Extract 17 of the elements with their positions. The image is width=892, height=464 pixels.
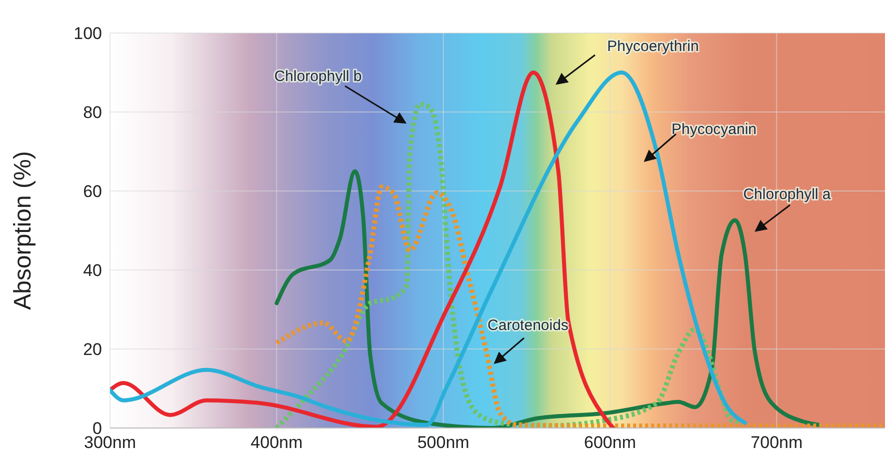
x-tick-label: 600nm (584, 433, 636, 452)
series-label: Phycocyanin (671, 120, 757, 138)
y-tick-label: 60 (83, 182, 102, 202)
y-tick-label: 100 (74, 24, 102, 44)
y-tick-label: 20 (83, 340, 102, 360)
x-tick-label: 400nm (250, 433, 303, 452)
x-tick-label: 300nm (84, 433, 136, 452)
y-axis-title: Absorption (%) (10, 151, 37, 310)
line-series (110, 70, 616, 428)
x-tick-label: 700nm (750, 433, 803, 452)
text: Phycoerythrin (607, 38, 699, 55)
x-tick-label: 500nm (417, 433, 470, 452)
series-label: Chlorophyll a (743, 186, 832, 203)
line-series (274, 169, 820, 428)
y-tick-label: 80 (83, 103, 102, 122)
text: Chlorophyll b (274, 68, 362, 85)
y-tick-label: 40 (83, 261, 102, 280)
